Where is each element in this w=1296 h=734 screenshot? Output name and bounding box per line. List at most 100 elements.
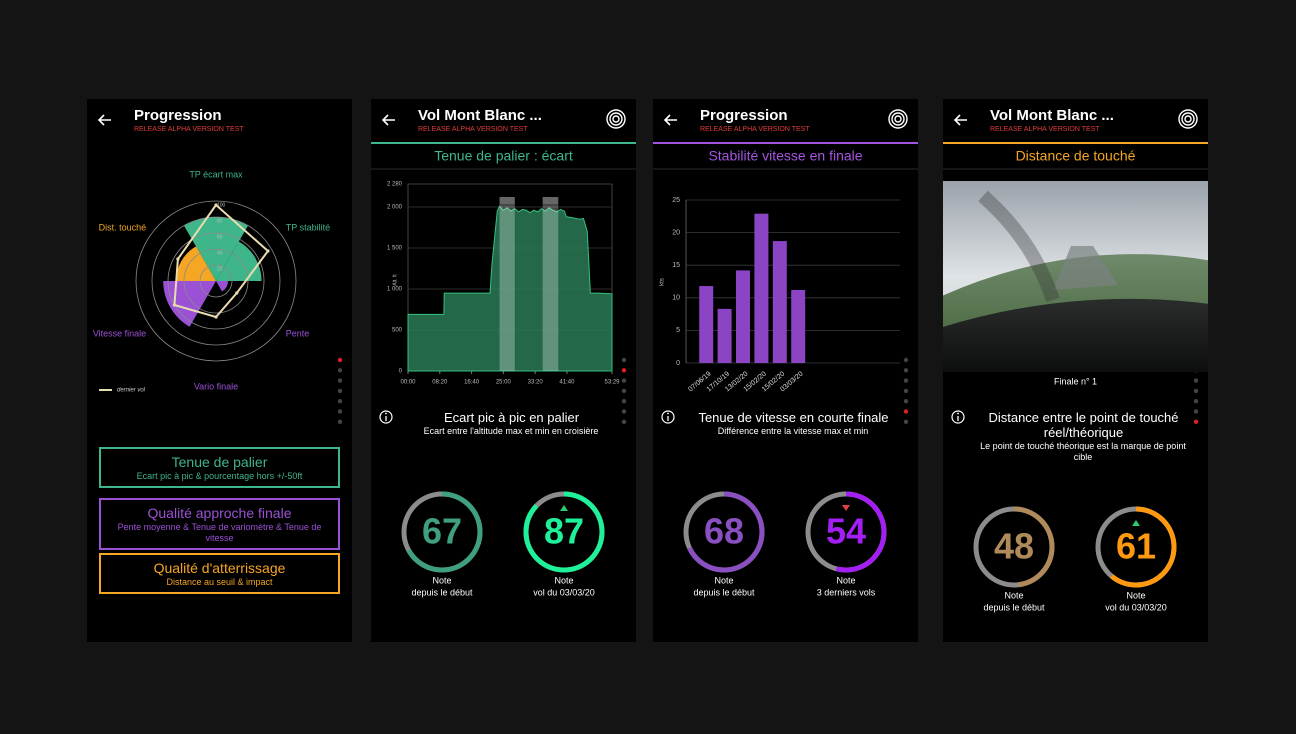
y-tick-label: 1 000 (387, 287, 403, 293)
polar-axis-label: Pente (286, 328, 310, 338)
polar-axis-label: Vario finale (194, 381, 238, 391)
polar-ring (183, 248, 249, 314)
target-icon (1184, 115, 1192, 123)
info-text: Ecart entre l'altitude max et min en cro… (423, 426, 599, 436)
bar (736, 270, 750, 363)
bar (717, 308, 732, 363)
gauge-value: 67 (422, 511, 462, 552)
page-dot (337, 399, 343, 404)
photo-propeller (978, 190, 1060, 303)
polar-sector (176, 246, 216, 281)
gauge-value: 61 (1116, 526, 1156, 567)
back-arrow (97, 114, 111, 126)
target-icon (894, 115, 902, 123)
info-title: Tenue de vitesse en courte finale (698, 410, 889, 425)
page-dot (621, 357, 627, 363)
y-tick-label: 2 000 (387, 205, 403, 211)
page-dot (903, 409, 909, 414)
y-tick-label: 15 (672, 262, 680, 269)
menu-button-text: Distance au seuil & impact (166, 577, 273, 587)
bar (699, 286, 714, 363)
page-dot (621, 399, 627, 404)
gauge-caption: 3 derniers vols (817, 587, 876, 597)
y-tick-label: 2 280 (387, 182, 403, 188)
page-dot (621, 419, 627, 424)
page-dot (903, 388, 909, 394)
radar-point (266, 249, 270, 253)
x-tick-label: 33:20 (528, 380, 544, 386)
page-dot (337, 357, 343, 363)
page-dot (1193, 388, 1199, 394)
trend-arrow (1132, 520, 1140, 526)
page-dot (903, 368, 909, 373)
menu-button[interactable]: Qualité d'atterrissage Distance au seuil … (99, 553, 340, 594)
back-arrow (953, 114, 967, 126)
polar-sector (216, 281, 228, 292)
target-icon (606, 109, 626, 129)
y-tick-label: 5 (676, 327, 680, 334)
y-tick-label: 500 (392, 328, 403, 334)
menu-button[interactable]: Qualité approche finale Pente moyenne & T… (99, 498, 340, 550)
gauge-value: 48 (994, 526, 1034, 567)
info-icon (379, 410, 393, 424)
bar (754, 213, 769, 363)
page-dot (903, 357, 909, 363)
phone-screen (653, 99, 918, 642)
page-dot (337, 419, 343, 424)
page-dot (1193, 378, 1199, 383)
polar-axis-label: TP stabilité (286, 222, 330, 232)
polar-tick-label: 40 (217, 250, 223, 256)
polar-ring (135, 200, 297, 362)
info-title: Ecart pic à pic en palier (443, 410, 580, 425)
x-tick-label: 41:40 (559, 380, 575, 386)
info-title: Distance entre le point de touché réel/t… (988, 410, 1179, 440)
gauge-caption: vol du 03/03/20 (1105, 602, 1167, 612)
page-dot (337, 388, 343, 394)
polar-axis-label: Vitesse finale (93, 328, 146, 338)
y-tick-label: 20 (672, 229, 680, 236)
polar-tick-label: 80 (217, 218, 223, 224)
page-dot (1193, 409, 1199, 414)
menu-button-title: Qualité approche finale (147, 505, 292, 521)
page-dot (621, 378, 627, 383)
polar-tick-label: 60 (217, 234, 223, 240)
section-title: Stabilité vitesse en finale (708, 148, 862, 164)
screen-subtitle: RELEASE ALPHA VERSION TEST (418, 126, 528, 133)
y-tick-label: 0 (676, 360, 680, 367)
gauge-arc (1095, 506, 1177, 588)
area-fill (407, 205, 613, 372)
screen-subtitle: RELEASE ALPHA VERSION TEST (990, 126, 1100, 133)
page-dot (337, 409, 343, 414)
polar-tick-label: 20 (217, 266, 223, 272)
x-tick-label: 16:40 (464, 380, 480, 386)
gauge-caption: depuis le début (411, 587, 473, 597)
target-icon (1181, 112, 1195, 126)
radar-point (176, 257, 180, 261)
info-text: Le point de touché théorique est la marq… (980, 441, 1186, 462)
menu-button-text: Ecart pic à pic & pourcentage hors +/-50… (136, 471, 303, 481)
menu-button[interactable]: Tenue de palier Ecart pic à pic & pourcen… (99, 447, 340, 488)
gauge-label: Note (714, 575, 733, 585)
info-icon (661, 410, 675, 424)
page-dot (903, 419, 909, 424)
polar-tick-label: 100 (217, 202, 226, 208)
target-icon (609, 112, 623, 126)
page-dot (1193, 419, 1199, 424)
legend-label: dernier vol (117, 388, 146, 394)
page-dot (621, 388, 627, 394)
menu-button-title: Tenue de palier (171, 454, 268, 470)
radar-point (214, 203, 218, 207)
highlight-cap (499, 197, 515, 204)
target-icon (888, 109, 908, 129)
info-icon-dot (667, 412, 669, 415)
polar-sector (163, 281, 216, 327)
page-dot (903, 399, 909, 404)
polar-ring (167, 232, 265, 330)
y-axis-label: Alt. ft (392, 274, 398, 286)
gauge-label: Note (432, 575, 451, 585)
polar-ring (151, 216, 281, 346)
radar-point (235, 291, 239, 295)
y-tick-label: 0 (399, 369, 403, 375)
gauge-label: Note (1126, 590, 1145, 600)
